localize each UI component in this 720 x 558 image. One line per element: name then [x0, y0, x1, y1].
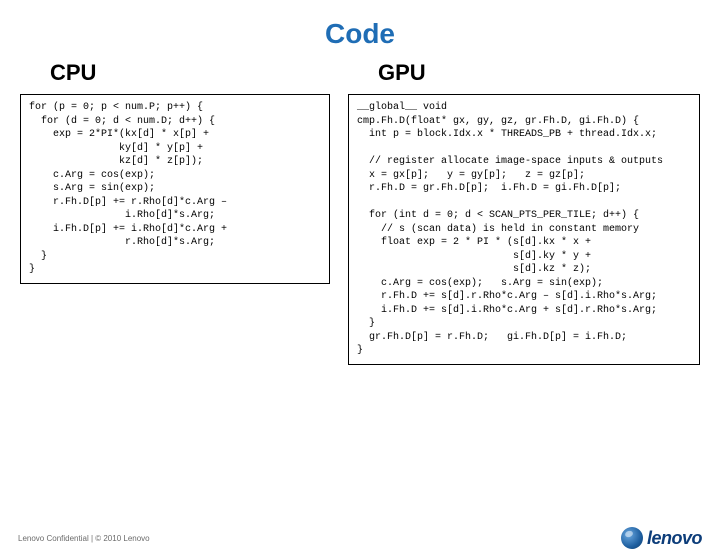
two-column-layout: CPU for (p = 0; p < num.P; p++) { for (d…	[0, 60, 720, 365]
slide-title: Code	[0, 18, 720, 50]
cpu-code-block: for (p = 0; p < num.P; p++) { for (d = 0…	[20, 94, 330, 284]
lenovo-globe-icon	[621, 527, 643, 549]
cpu-heading: CPU	[20, 60, 330, 86]
gpu-heading: GPU	[348, 60, 700, 86]
footer-bar: Lenovo Confidential | © 2010 Lenovo leno…	[0, 522, 720, 558]
lenovo-logo: lenovo	[621, 527, 702, 549]
footer-text: Lenovo Confidential | © 2010 Lenovo	[18, 534, 150, 543]
cpu-column: CPU for (p = 0; p < num.P; p++) { for (d…	[20, 60, 330, 365]
gpu-column: GPU __global__ void cmp.Fh.D(float* gx, …	[348, 60, 700, 365]
lenovo-wordmark: lenovo	[647, 528, 702, 549]
gpu-code-block: __global__ void cmp.Fh.D(float* gx, gy, …	[348, 94, 700, 365]
